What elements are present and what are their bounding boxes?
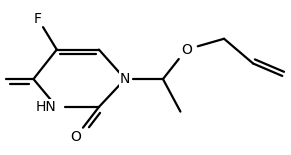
- Text: O: O: [70, 130, 81, 144]
- Text: HN: HN: [36, 100, 57, 114]
- Text: O: O: [181, 43, 192, 57]
- Text: F: F: [34, 12, 42, 26]
- Text: N: N: [120, 72, 130, 86]
